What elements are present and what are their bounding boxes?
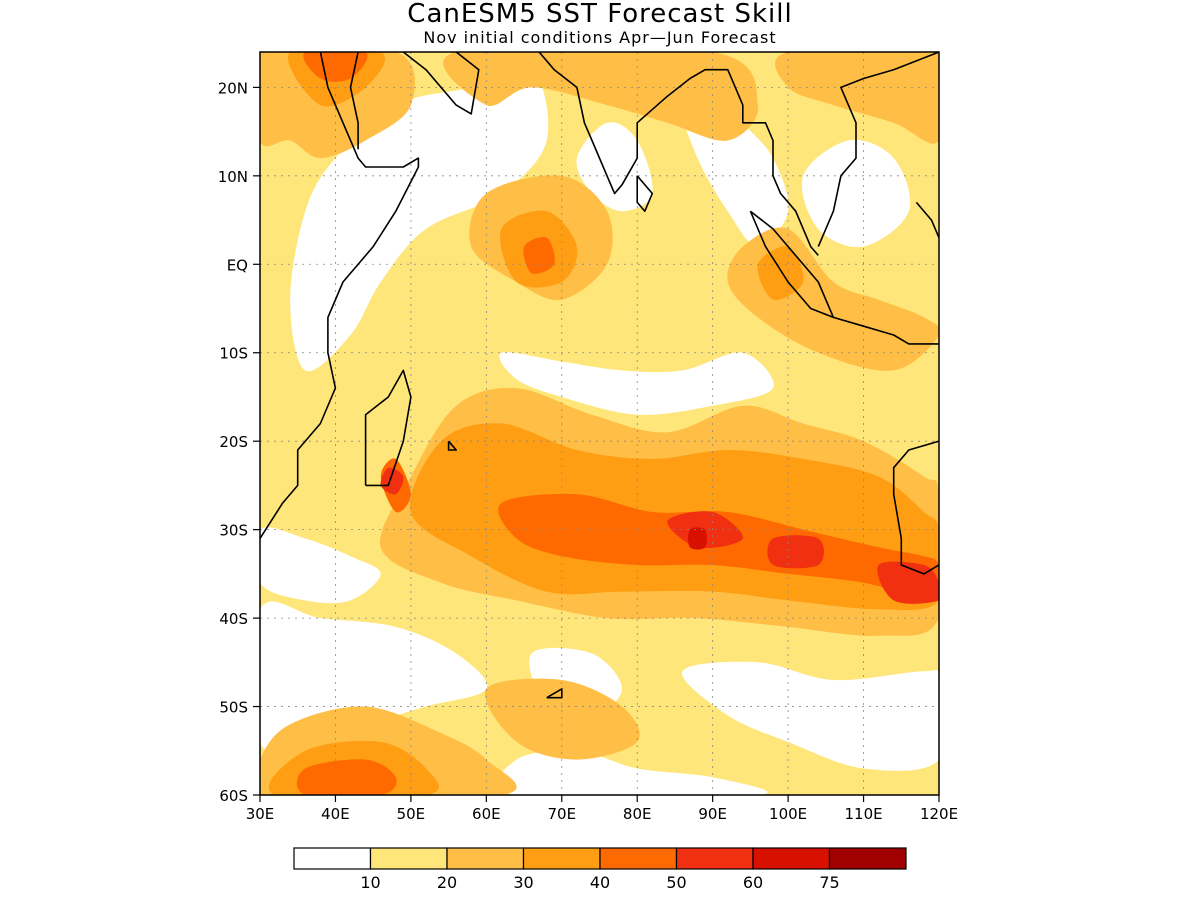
- coastline: [447, 440, 458, 451]
- skill-region-level-0: [260, 527, 381, 604]
- skill-region-level-2: [443, 52, 758, 141]
- x-tick-label: 80E: [623, 805, 652, 823]
- coastline: [538, 52, 819, 256]
- coastline: [817, 52, 939, 247]
- skill-region-level-4: [523, 236, 555, 274]
- colorbar-label: 75: [819, 873, 839, 892]
- x-tick-label: 90E: [698, 805, 727, 823]
- y-tick-label: 50S: [219, 699, 248, 717]
- x-tick-label: 50E: [397, 805, 426, 823]
- skill-region-level-5: [380, 467, 404, 495]
- colorbar-swatch: [446, 847, 525, 870]
- coastline: [636, 175, 654, 212]
- y-tick-label: EQ: [227, 256, 248, 274]
- chart-title: CanESM5 SST Forecast Skill: [407, 0, 793, 29]
- coastlines: [260, 52, 939, 699]
- x-tick-label: 30E: [246, 805, 275, 823]
- colorbar-label: 50: [666, 873, 686, 892]
- coastline: [833, 316, 939, 345]
- x-tick-label: 120E: [920, 805, 958, 823]
- y-tick-label: 30S: [219, 522, 248, 540]
- chart-subtitle: Nov initial conditions Apr—Jun Forecast: [423, 28, 777, 47]
- skill-region-level-6: [688, 527, 707, 550]
- coastline: [915, 201, 939, 239]
- skill-region-level-4: [498, 493, 939, 601]
- coastline: [749, 210, 835, 319]
- colorbar-swatch: [828, 847, 907, 870]
- coastline: [546, 688, 563, 699]
- colorbar-swatch: [752, 847, 831, 870]
- skill-region-level-4: [296, 759, 397, 795]
- x-tick-label: 70E: [547, 805, 576, 823]
- y-tick-label: 40S: [219, 610, 248, 628]
- colorbar: 10 20 30 40 50 60 75: [293, 847, 907, 892]
- x-tick-label: 100E: [769, 805, 807, 823]
- skill-map-area: [260, 52, 939, 795]
- coastline: [260, 52, 420, 539]
- y-tick-label: 10N: [218, 168, 248, 186]
- coastline: [364, 369, 412, 487]
- skill-region-level-0: [576, 122, 653, 212]
- y-tick-label: 20N: [218, 79, 248, 97]
- colorbar-swatch: [293, 847, 372, 870]
- colorbar-label: 10: [360, 873, 380, 892]
- colorbar-label: 30: [513, 873, 533, 892]
- x-tick-label: 60E: [472, 805, 501, 823]
- skill-region-level-2: [484, 678, 640, 760]
- coastline: [402, 52, 480, 115]
- skill-region-level-5: [767, 535, 824, 569]
- coastline: [892, 440, 939, 575]
- y-tick-label: 60S: [219, 787, 248, 805]
- skill-region-level-0: [496, 750, 768, 795]
- y-tick-label: 20S: [219, 433, 248, 451]
- skill-region-level-5: [877, 561, 939, 604]
- colorbar-swatch: [369, 847, 448, 870]
- coastline: [349, 52, 359, 150]
- colorbar-swatch: [522, 847, 601, 870]
- colorbar-swatch: [675, 847, 754, 870]
- skill-region-level-0: [682, 661, 939, 771]
- skill-region-level-0: [499, 352, 774, 415]
- skill-region-level-2: [775, 52, 939, 144]
- colorbar-label: 40: [590, 873, 610, 892]
- x-tick-label: 110E: [845, 805, 883, 823]
- plot-frame: [259, 51, 940, 796]
- x-tick-label: 40E: [321, 805, 350, 823]
- y-tick-label: 10S: [219, 345, 248, 363]
- colorbar-swatch: [599, 847, 678, 870]
- colorbar-label: 20: [437, 873, 457, 892]
- gridlines: [260, 52, 939, 795]
- skill-contours: [260, 52, 939, 795]
- colorbar-label: 60: [743, 873, 763, 892]
- axis-ticks: 30E 40E 50E 60E 70E 80E 90E 100E 110E 120E 20N 10N E…: [218, 79, 958, 823]
